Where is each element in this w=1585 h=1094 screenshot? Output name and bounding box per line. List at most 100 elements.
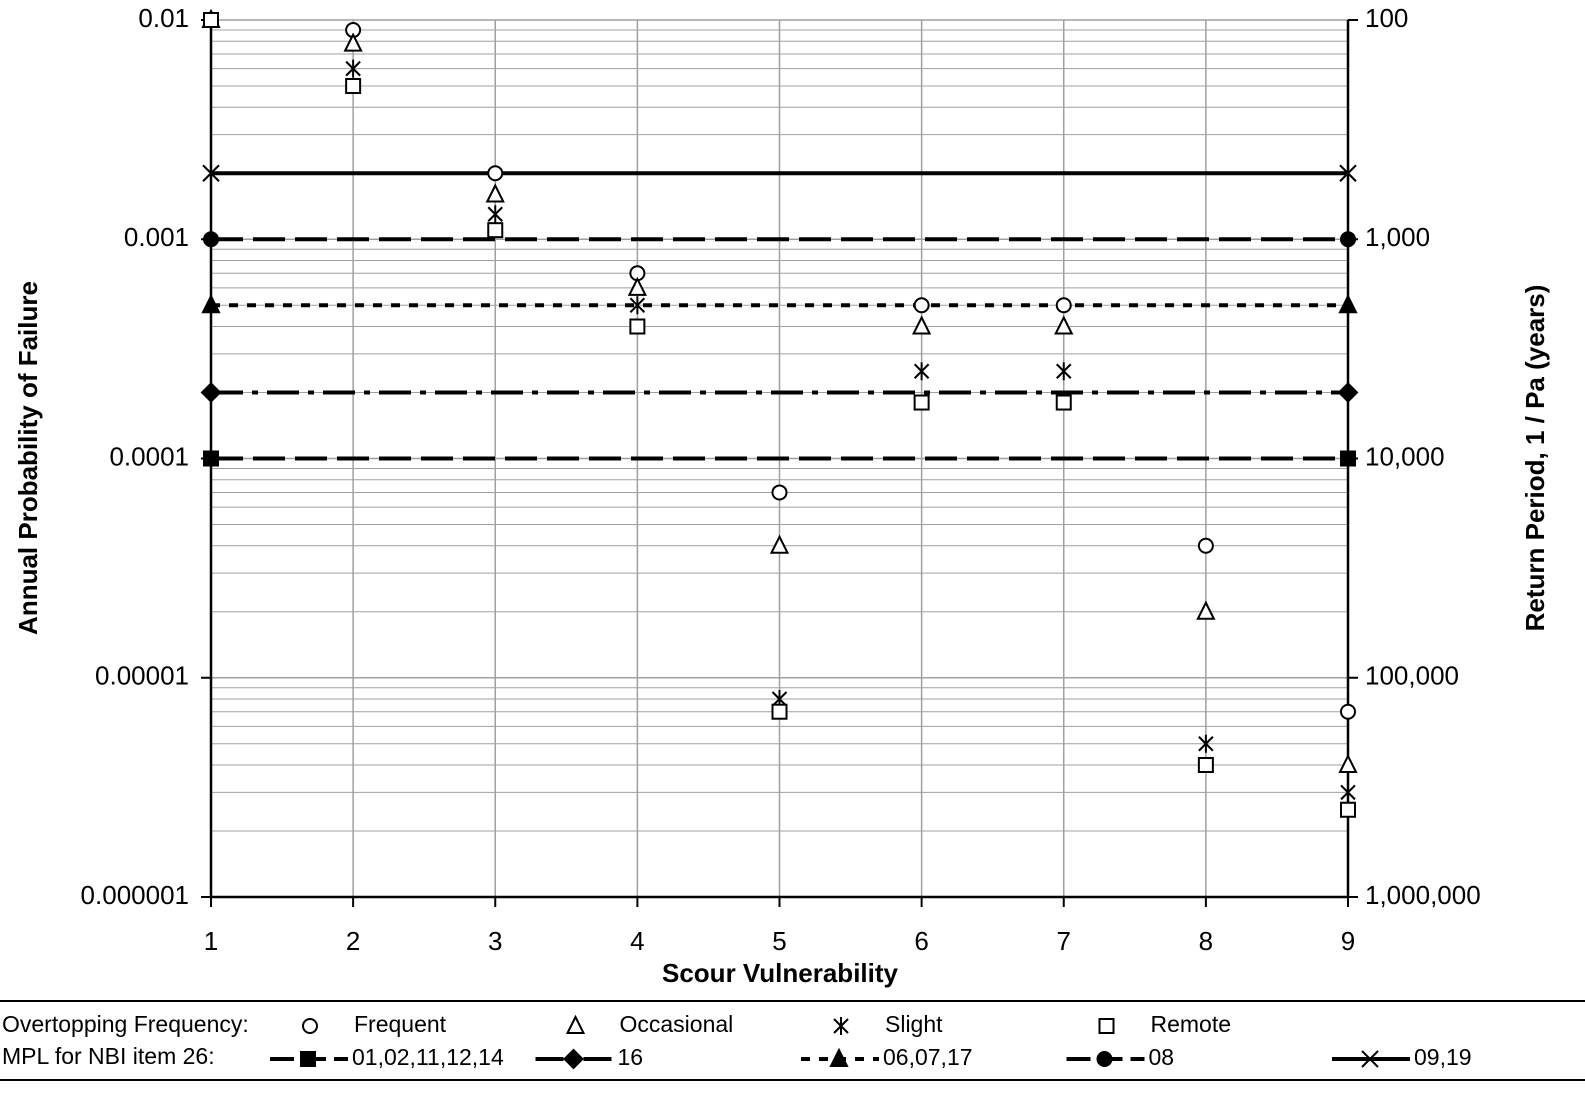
marker-part (302, 1018, 318, 1034)
marker (487, 222, 504, 239)
legend-marker (1098, 1018, 1115, 1034)
y-tick-label: 0.0001 (109, 441, 189, 471)
marker-part (203, 231, 219, 248)
legend-label: Slight (885, 1011, 943, 1037)
marker (345, 59, 361, 78)
marker (1198, 734, 1214, 753)
marker-part (200, 382, 222, 403)
y2-tick-label: 100,000 (1365, 661, 1459, 691)
marker-part (565, 1014, 586, 1034)
x-tick-label: 9 (1341, 926, 1355, 956)
marker-part (1055, 394, 1072, 411)
x-axis-title: Scour Vulnerability (662, 958, 899, 988)
y-tick-label: 0.01 (138, 3, 189, 33)
y-tick-label: 0.00001 (95, 661, 189, 691)
marker (1338, 294, 1358, 314)
marker-part (1337, 382, 1359, 403)
legend-marker (302, 1018, 318, 1034)
marker-part (300, 1051, 316, 1067)
marker-part (1197, 756, 1214, 773)
marker (203, 450, 219, 467)
marker-part (912, 315, 932, 335)
legend-label: 08 (1149, 1044, 1175, 1070)
marker-part (203, 450, 219, 467)
marker (1197, 756, 1214, 773)
marker-part (1197, 537, 1214, 554)
marker (563, 1048, 584, 1070)
marker (1340, 450, 1356, 467)
legend-label: Remote (1151, 1011, 1232, 1037)
x-tick-label: 2 (346, 926, 360, 956)
marker-part (627, 276, 647, 296)
marker (202, 164, 220, 182)
marker (629, 296, 646, 315)
x-tick-label: 8 (1199, 926, 1213, 956)
marker (203, 231, 219, 248)
marker (345, 78, 362, 95)
marker-part (201, 294, 221, 314)
y-tick-label: 0.000001 (81, 880, 189, 910)
x-tick-label: 6 (914, 926, 928, 956)
marker-part (487, 165, 504, 182)
marker (912, 315, 932, 335)
marker-part (913, 297, 930, 314)
marker (1054, 315, 1074, 335)
marker (200, 382, 222, 403)
marker-part (1098, 1018, 1115, 1034)
y2-axis-title: Return Period, 1 / Pa (years) (1520, 285, 1550, 632)
y2-tick-label: 100 (1365, 3, 1408, 33)
marker (829, 1047, 849, 1067)
legend-title: MPL for NBI item 26: (2, 1043, 215, 1069)
marker (300, 1051, 316, 1067)
marker (343, 32, 363, 52)
marker (1340, 231, 1356, 248)
marker (487, 205, 503, 224)
y-axis-title: Annual Probability of Failure (13, 281, 43, 635)
marker (203, 12, 219, 28)
marker (1056, 362, 1072, 381)
marker-part (1340, 703, 1356, 720)
marker (1340, 703, 1356, 720)
marker (1340, 783, 1356, 802)
marker (1361, 1050, 1379, 1068)
marker-part (829, 1047, 849, 1067)
y2-tick-label: 1,000,000 (1365, 880, 1481, 910)
marker (913, 362, 930, 381)
marker (769, 534, 790, 554)
legend-label: 06,07,17 (883, 1044, 973, 1070)
marker (1337, 382, 1359, 403)
legend-marker (565, 1014, 586, 1034)
marker (629, 318, 646, 335)
marker-part (1339, 164, 1357, 182)
legend-label: 01,02,11,12,14 (352, 1044, 504, 1070)
marker (1338, 753, 1358, 773)
marker-part (1361, 1050, 1379, 1068)
legend-label: 09,19 (1414, 1044, 1472, 1070)
marker (913, 394, 930, 411)
marker (1339, 164, 1357, 182)
x-tick-label: 1 (204, 926, 218, 956)
marker-part (345, 78, 362, 95)
marker-part (203, 12, 219, 28)
marker-part (771, 484, 788, 501)
marker-part (629, 318, 646, 335)
marker-part (1340, 801, 1356, 818)
marker (1055, 394, 1072, 411)
marker (201, 294, 221, 314)
marker (485, 183, 505, 203)
marker-part (485, 183, 505, 203)
legend-title: Overtopping Frequency: (2, 1011, 249, 1037)
marker-part (1054, 315, 1074, 335)
x-tick-label: 5 (772, 926, 786, 956)
marker-part (487, 222, 504, 239)
marker-part (563, 1048, 584, 1070)
x-tick-label: 7 (1057, 926, 1071, 956)
marker-part (1096, 1051, 1113, 1067)
marker-part (1340, 231, 1356, 248)
marker-part (1055, 297, 1072, 314)
y2-tick-label: 1,000 (1365, 222, 1430, 252)
marker (1096, 1051, 1113, 1067)
marker-part (769, 534, 790, 554)
y2-tick-label: 10,000 (1365, 441, 1445, 471)
